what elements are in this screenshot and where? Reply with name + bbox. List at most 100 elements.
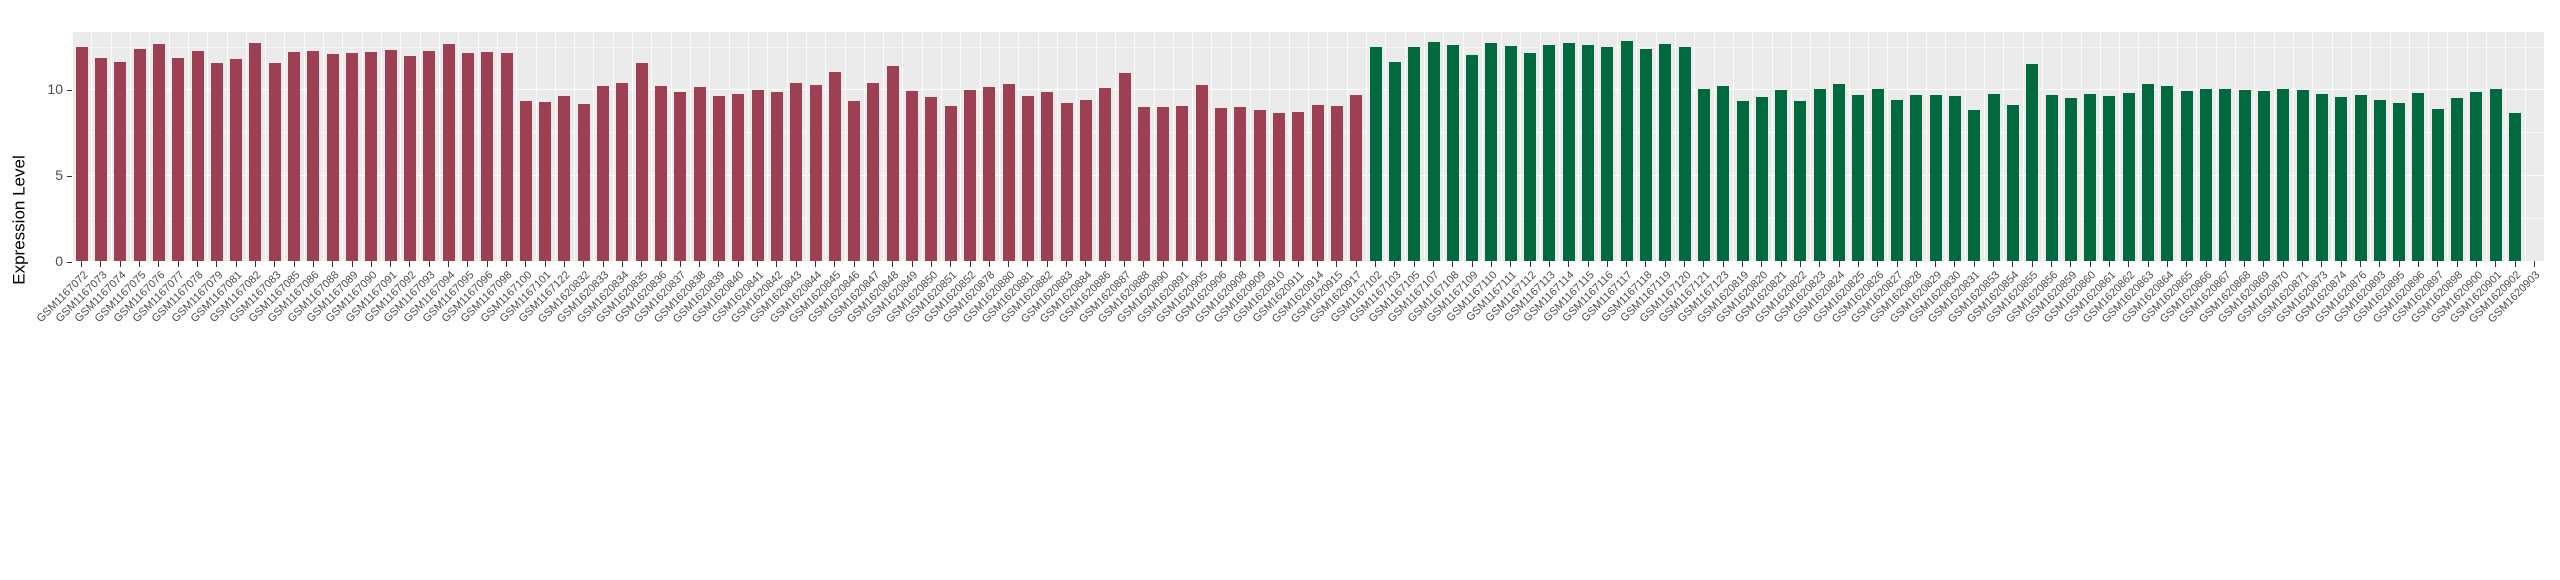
bar[interactable] [1021, 96, 1034, 261]
bar[interactable] [558, 96, 571, 261]
bar[interactable] [1775, 90, 1788, 261]
bar[interactable] [2219, 89, 2232, 261]
bar[interactable] [906, 91, 919, 261]
bar[interactable] [1524, 52, 1537, 261]
bar[interactable] [75, 47, 88, 261]
bar[interactable] [2315, 93, 2328, 261]
bar[interactable] [2084, 93, 2097, 261]
bar[interactable] [114, 62, 127, 261]
bar[interactable] [2238, 90, 2251, 261]
bar[interactable] [2103, 96, 2116, 261]
bar[interactable] [1215, 108, 1228, 261]
bar[interactable] [2277, 88, 2290, 261]
bar[interactable] [384, 50, 397, 261]
bar[interactable] [133, 49, 146, 261]
bar[interactable] [1968, 110, 1981, 261]
bar[interactable] [152, 44, 165, 261]
bar[interactable] [249, 43, 262, 261]
bar[interactable] [2257, 91, 2270, 261]
bar[interactable] [867, 83, 880, 261]
bar[interactable] [1562, 43, 1575, 261]
bar[interactable] [1639, 49, 1652, 261]
bar[interactable] [268, 62, 281, 261]
bar[interactable] [2412, 92, 2425, 261]
bar[interactable] [2373, 99, 2386, 261]
bar[interactable] [925, 97, 938, 261]
bar[interactable] [944, 105, 957, 261]
bar[interactable] [1350, 94, 1363, 261]
bar[interactable] [809, 85, 822, 261]
bar[interactable] [1794, 101, 1807, 261]
bar[interactable] [616, 83, 629, 261]
bar[interactable] [1813, 88, 1826, 261]
bar[interactable] [828, 72, 841, 261]
bar[interactable] [674, 92, 687, 261]
bar[interactable] [1234, 106, 1247, 261]
bar[interactable] [2470, 92, 2483, 261]
bar[interactable] [1118, 73, 1131, 261]
bar[interactable] [712, 96, 725, 261]
bar[interactable] [500, 52, 513, 261]
bar[interactable] [1697, 88, 1710, 261]
bar[interactable] [1543, 44, 1556, 261]
bar[interactable] [1273, 113, 1286, 261]
bar[interactable] [191, 50, 204, 261]
bar[interactable] [635, 62, 648, 261]
bar[interactable] [1736, 101, 1749, 261]
bar[interactable] [1099, 87, 1112, 261]
bar[interactable] [983, 86, 996, 261]
bar[interactable] [346, 52, 359, 261]
bar[interactable] [1929, 95, 1942, 261]
bar[interactable] [1388, 62, 1401, 261]
bar[interactable] [423, 50, 436, 261]
bar[interactable] [210, 62, 223, 261]
bar[interactable] [1852, 95, 1865, 261]
bar[interactable] [1427, 42, 1440, 261]
bar[interactable] [1369, 47, 1382, 261]
bar[interactable] [365, 51, 378, 261]
bar[interactable] [2026, 63, 2039, 261]
bar[interactable] [1717, 86, 1730, 261]
bar[interactable] [2006, 104, 2019, 261]
bar[interactable] [732, 93, 745, 261]
bar[interactable] [2122, 92, 2135, 261]
bar[interactable] [2180, 91, 2193, 261]
bar[interactable] [1311, 104, 1324, 261]
bar[interactable] [1755, 97, 1768, 261]
bar[interactable] [655, 86, 668, 261]
bar[interactable] [1948, 96, 1961, 261]
bar[interactable] [1157, 107, 1170, 261]
bar[interactable] [307, 50, 320, 261]
bar[interactable] [2064, 98, 2077, 261]
bar[interactable] [2489, 89, 2502, 261]
bar[interactable] [1408, 47, 1421, 261]
bar[interactable] [94, 57, 107, 261]
bar[interactable] [1891, 99, 1904, 261]
bar[interactable] [1060, 103, 1073, 261]
bar[interactable] [1833, 84, 1846, 261]
bar[interactable] [1659, 44, 1672, 261]
bar[interactable] [1195, 85, 1208, 261]
bar[interactable] [1620, 41, 1633, 261]
bar[interactable] [1582, 44, 1595, 261]
bar[interactable] [1176, 105, 1189, 261]
bar[interactable] [770, 92, 783, 261]
bar[interactable] [519, 101, 532, 261]
bar[interactable] [2451, 98, 2464, 261]
bar[interactable] [1601, 47, 1614, 261]
bar[interactable] [751, 90, 764, 261]
bar[interactable] [1485, 43, 1498, 261]
bar[interactable] [442, 44, 455, 261]
bar[interactable] [1253, 110, 1266, 261]
bar[interactable] [2509, 113, 2522, 261]
bar[interactable] [1079, 99, 1092, 261]
bar[interactable] [1678, 47, 1691, 261]
bar[interactable] [1330, 105, 1343, 261]
bar[interactable] [848, 101, 861, 261]
bar[interactable] [886, 66, 899, 261]
bar[interactable] [2161, 86, 2174, 261]
bar[interactable] [2045, 95, 2058, 261]
bar[interactable] [2335, 97, 2348, 261]
bar[interactable] [2354, 95, 2367, 261]
bar[interactable] [403, 56, 416, 261]
